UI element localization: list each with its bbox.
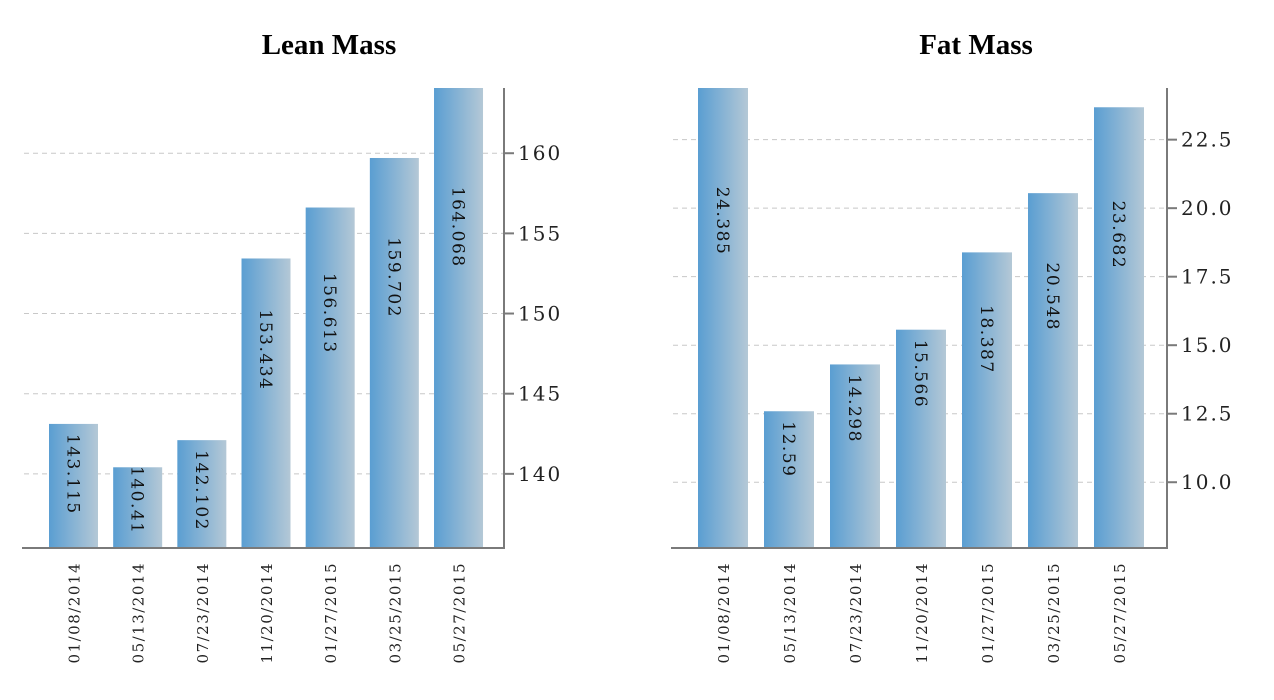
bar-value-label: 14.298 — [844, 374, 864, 442]
bar-value-label: 20.548 — [1042, 263, 1062, 331]
bar — [113, 467, 163, 548]
bar-value-label: 153.434 — [255, 310, 275, 391]
bar-value-label: 143.115 — [63, 434, 83, 515]
x-tick-label: 01/08/2014 — [715, 562, 733, 663]
bar — [305, 207, 355, 548]
y-tick-label: 22.5 — [1181, 128, 1234, 152]
lean-mass-chart-svg: Lean Mass 140 145 150 155 160 143.115 01/08/201… — [22, 29, 562, 663]
y-tick-label: 17.5 — [1181, 265, 1234, 289]
bar-value-label: 15.566 — [910, 340, 930, 408]
bar — [434, 88, 484, 548]
bar-value-label: 24.385 — [712, 187, 732, 255]
bar-value-label: 142.102 — [191, 450, 211, 531]
bar-value-label: 23.682 — [1108, 201, 1128, 269]
y-tick-label: 20.0 — [1181, 196, 1234, 220]
y-tick-label: 145 — [518, 382, 562, 406]
bar — [49, 423, 98, 548]
bar — [177, 440, 227, 548]
x-tick-label: 03/25/2015 — [1045, 562, 1063, 663]
x-tick-label: 03/25/2015 — [386, 562, 404, 663]
x-tick-label: 05/13/2014 — [781, 562, 799, 663]
x-tick-label: 05/27/2015 — [451, 562, 469, 663]
bar — [962, 252, 1012, 548]
bar-value-label: 159.702 — [383, 237, 403, 318]
bar — [896, 329, 946, 548]
fat-mass-chart-svg: Fat Mass 10.0 12.5 15.0 17.5 20.0 22.5 24.385 01… — [671, 29, 1234, 663]
x-tick-label: 07/23/2014 — [847, 562, 865, 663]
x-tick-label: 07/23/2014 — [194, 562, 212, 663]
bar — [369, 157, 419, 549]
y-tick-label: 155 — [518, 221, 562, 245]
bar — [1028, 193, 1078, 548]
bar — [698, 88, 748, 548]
x-tick-label: 05/13/2014 — [130, 562, 148, 663]
x-tick-label: 01/27/2015 — [979, 562, 997, 663]
bar-value-label: 18.387 — [976, 305, 996, 373]
y-tick-label: 12.5 — [1181, 402, 1234, 426]
bar — [830, 364, 880, 548]
bar-value-label: 12.59 — [778, 421, 798, 477]
bar-value-label: 164.068 — [448, 187, 468, 268]
y-tick-label: 150 — [518, 302, 562, 326]
x-tick-label: 05/27/2015 — [1111, 562, 1129, 663]
chart-title: Fat Mass — [919, 29, 1033, 61]
bar — [764, 411, 814, 548]
lean-mass-chart: Lean Mass 140 145 150 155 160 143.115 01/08/201… — [22, 29, 562, 663]
bar — [1094, 107, 1144, 548]
y-tick-label: 15.0 — [1181, 333, 1234, 357]
fat-mass-chart: Fat Mass 10.0 12.5 15.0 17.5 20.0 22.5 24.385 01… — [637, 0, 1274, 700]
y-tick-label: 140 — [518, 462, 562, 486]
bar-value-label: 156.613 — [319, 273, 339, 354]
x-tick-label: 01/27/2015 — [322, 562, 340, 663]
y-tick-label: 10.0 — [1181, 470, 1234, 494]
y-tick-label: 160 — [518, 141, 562, 165]
bar-value-label: 140.41 — [127, 466, 147, 534]
bar — [241, 258, 291, 548]
x-tick-label: 11/20/2014 — [913, 562, 931, 663]
chart-title: Lean Mass — [262, 29, 397, 61]
x-tick-label: 01/08/2014 — [66, 562, 84, 663]
x-tick-label: 11/20/2014 — [258, 562, 276, 663]
